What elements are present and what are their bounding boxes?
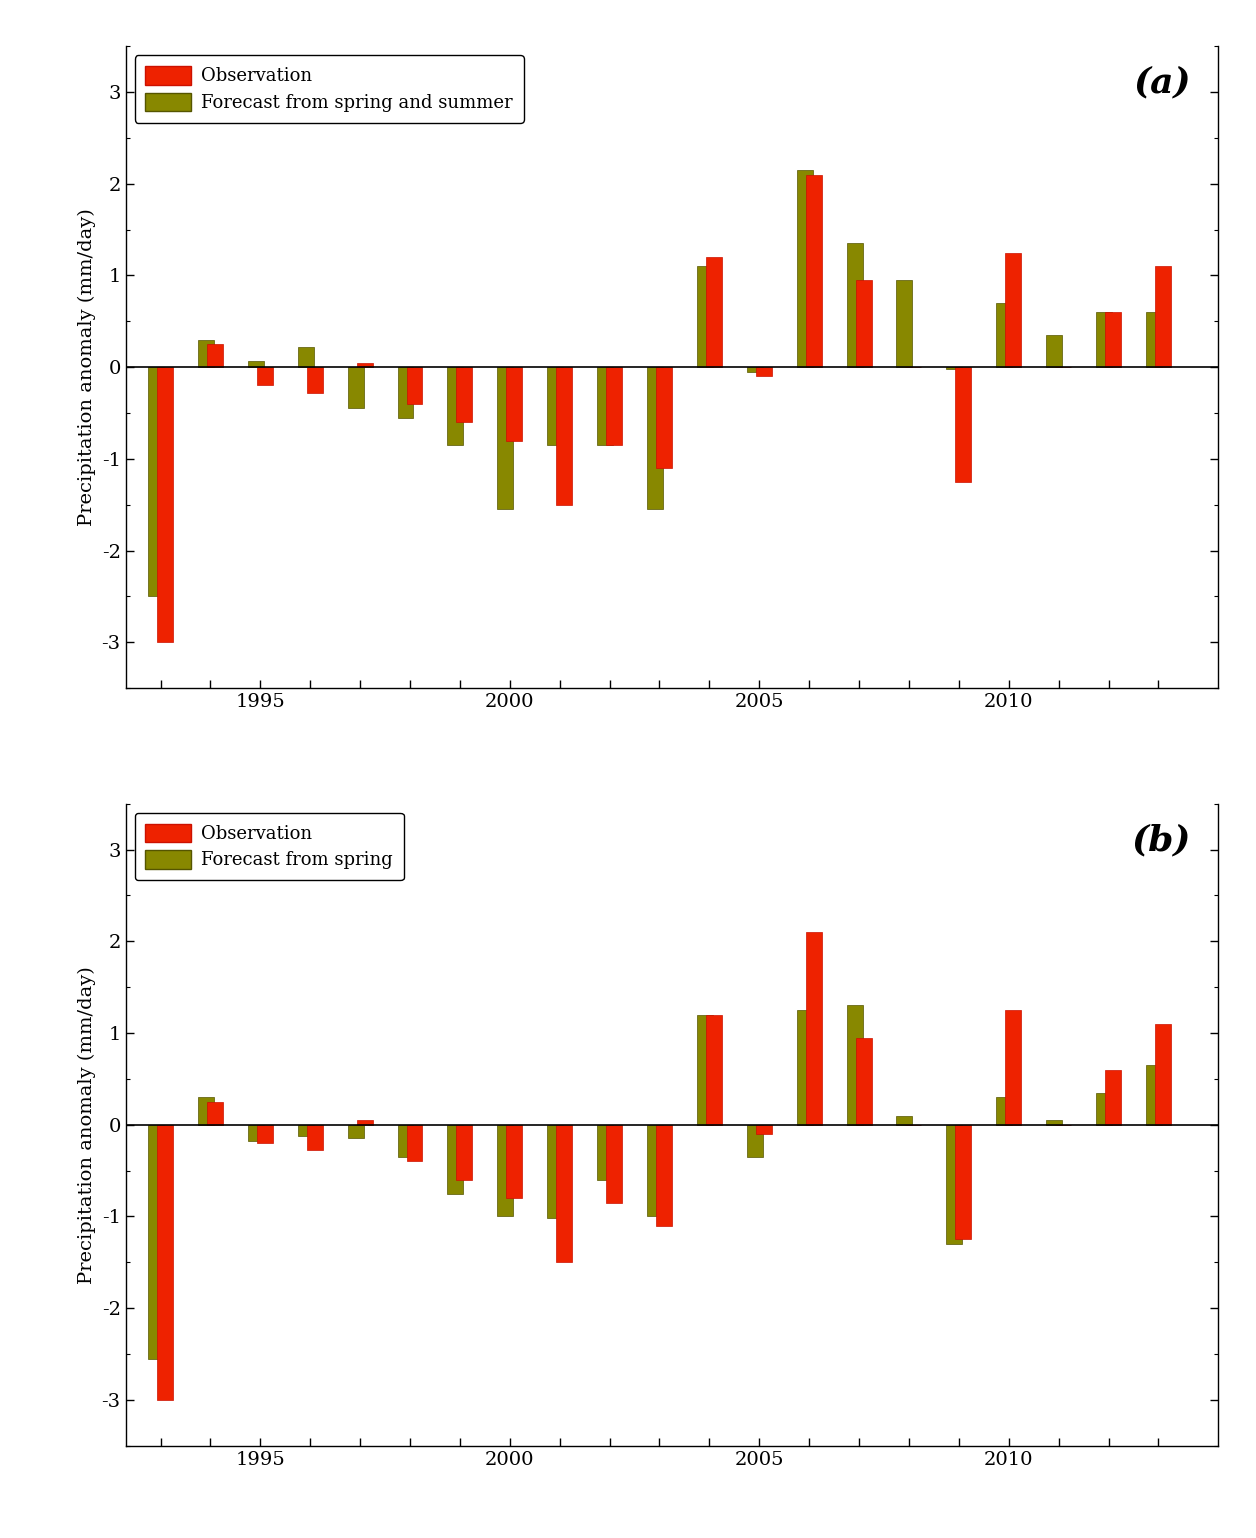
Bar <box>607 368 622 444</box>
Bar <box>1156 266 1171 368</box>
Bar <box>247 361 264 368</box>
Bar <box>407 1124 422 1161</box>
Bar <box>847 1006 863 1124</box>
Bar <box>247 1124 264 1141</box>
Bar <box>548 368 563 444</box>
Bar <box>607 1124 622 1203</box>
Bar <box>256 1124 273 1143</box>
Bar <box>1046 335 1063 368</box>
Bar <box>207 1101 222 1124</box>
Bar <box>706 1015 722 1124</box>
Bar <box>357 363 373 368</box>
Bar <box>407 368 422 404</box>
Bar <box>298 348 314 368</box>
Bar <box>198 340 214 368</box>
Bar <box>996 1097 1012 1124</box>
Bar <box>796 171 813 368</box>
Bar <box>157 1124 173 1400</box>
Text: (a): (a) <box>1133 66 1191 100</box>
Bar <box>747 1124 762 1157</box>
Bar <box>805 932 821 1124</box>
Bar <box>497 368 514 509</box>
Bar <box>897 1115 912 1124</box>
Bar <box>256 368 273 386</box>
Bar <box>298 1124 314 1135</box>
Bar <box>348 368 363 409</box>
Bar <box>805 174 821 368</box>
Bar <box>946 368 962 369</box>
Bar <box>1096 312 1112 368</box>
Bar <box>447 1124 463 1193</box>
Legend: Observation, Forecast from spring and summer: Observation, Forecast from spring and su… <box>134 55 524 123</box>
Bar <box>398 1124 413 1157</box>
Bar <box>357 1120 373 1124</box>
Bar <box>855 280 872 368</box>
Bar <box>398 368 413 418</box>
Y-axis label: Precipitation anomaly (mm/day): Precipitation anomaly (mm/day) <box>78 208 95 526</box>
Bar <box>756 368 771 377</box>
Bar <box>1005 252 1021 368</box>
Bar <box>198 1097 214 1124</box>
Bar <box>956 368 971 481</box>
Bar <box>556 1124 573 1263</box>
Bar <box>157 368 173 643</box>
Bar <box>656 368 672 468</box>
Bar <box>456 1124 472 1180</box>
Bar <box>697 266 713 368</box>
Bar <box>1105 312 1122 368</box>
Bar <box>796 1010 813 1124</box>
Bar <box>647 368 663 509</box>
Bar <box>1156 1024 1171 1124</box>
Bar <box>1145 1066 1162 1124</box>
Bar <box>1005 1010 1021 1124</box>
Bar <box>1096 1092 1112 1124</box>
Bar <box>548 1124 563 1218</box>
Bar <box>647 1124 663 1217</box>
Bar <box>855 1038 872 1124</box>
Bar <box>697 1015 713 1124</box>
Legend: Observation, Forecast from spring: Observation, Forecast from spring <box>134 812 404 880</box>
Bar <box>897 280 912 368</box>
Bar <box>148 1124 165 1358</box>
Bar <box>706 257 722 368</box>
Bar <box>656 1124 672 1226</box>
Bar <box>207 345 222 368</box>
Bar <box>447 368 463 444</box>
Bar <box>556 368 573 504</box>
Bar <box>946 1124 962 1244</box>
Bar <box>506 368 522 440</box>
Bar <box>306 368 323 392</box>
Bar <box>1046 1120 1063 1124</box>
Bar <box>506 1124 522 1198</box>
Bar <box>747 368 762 372</box>
Bar <box>597 1124 613 1180</box>
Bar <box>348 1124 363 1138</box>
Bar <box>1105 1070 1122 1124</box>
Y-axis label: Precipitation anomaly (mm/day): Precipitation anomaly (mm/day) <box>78 966 95 1284</box>
Bar <box>956 1124 971 1240</box>
Bar <box>756 1124 771 1134</box>
Bar <box>996 303 1012 368</box>
Text: (b): (b) <box>1132 823 1191 857</box>
Bar <box>456 368 472 421</box>
Bar <box>1145 312 1162 368</box>
Bar <box>847 243 863 368</box>
Bar <box>597 368 613 444</box>
Bar <box>497 1124 514 1217</box>
Bar <box>148 368 165 597</box>
Bar <box>306 1124 323 1150</box>
